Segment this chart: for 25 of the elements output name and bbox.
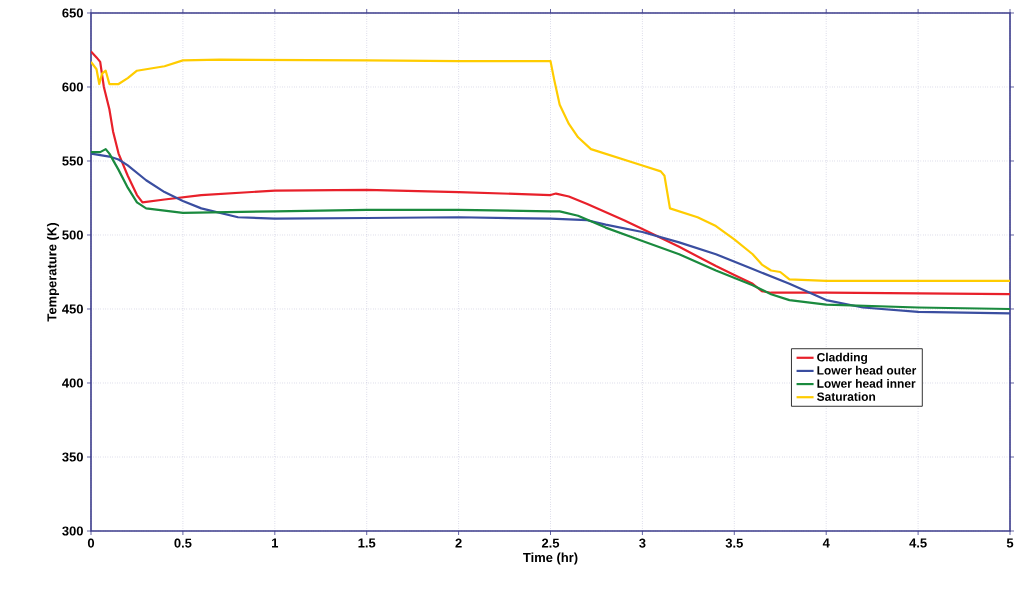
y-axis-title: Temperature (K) [46, 223, 60, 322]
x-tick-label: 4 [822, 538, 830, 548]
y-tick-label: 450 [62, 304, 83, 314]
y-tick-label: 350 [62, 452, 83, 462]
x-tick-label: 2 [455, 538, 462, 548]
y-tick-label: 300 [62, 526, 83, 536]
y-tick-label: 400 [62, 378, 83, 388]
legend-label: Saturation [817, 392, 876, 401]
x-tick-label: 1 [272, 538, 279, 548]
x-tick-label: 2.5 [541, 538, 560, 548]
legend-label: Cladding [817, 352, 868, 364]
x-tick-label: 0.5 [174, 538, 192, 548]
x-tick-label: 3 [639, 538, 646, 548]
legend-label: Lower head inner [817, 379, 916, 388]
y-tick-label: 550 [62, 156, 83, 166]
x-tick-label: 0 [87, 538, 95, 548]
y-tick-label: 500 [62, 230, 83, 240]
x-axis-title: Time (hr) [523, 552, 578, 565]
legend-label: Lower head outer [817, 365, 917, 375]
x-tick-label: 4.5 [909, 538, 927, 548]
x-tick-label: 3.5 [725, 538, 743, 548]
x-tick-label: 1.5 [358, 538, 376, 548]
y-tick-label: 650 [62, 8, 83, 18]
y-tick-label: 600 [62, 82, 83, 92]
x-tick-label: 5 [1006, 538, 1014, 548]
